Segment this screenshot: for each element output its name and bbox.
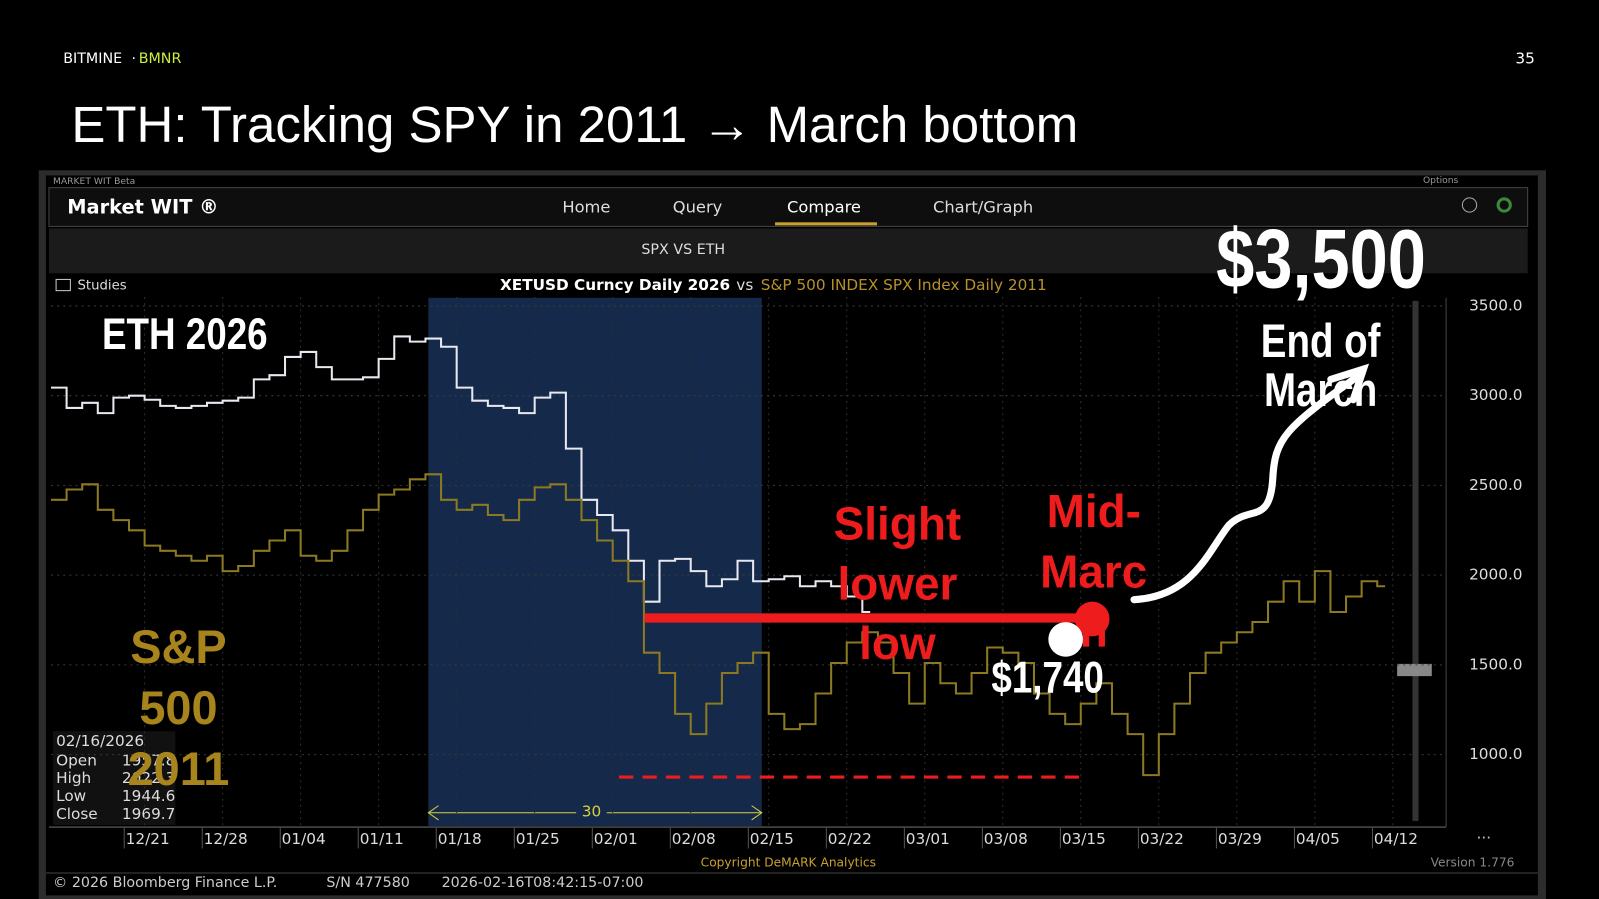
studies[interactable]: Studies: [78, 279, 127, 294]
target-time-text: End of March: [1260, 314, 1381, 417]
x-tick-label: 03/29: [1218, 830, 1262, 848]
mid-march-text: Mid-March: [1040, 485, 1148, 657]
info-value: 1944.6: [122, 787, 175, 805]
y-tick-label: 1500.0: [1469, 655, 1522, 673]
highlight-window: [428, 297, 762, 827]
scrollbar: [1412, 300, 1419, 821]
x-tick-label: 01/18: [438, 830, 482, 848]
separator: ·: [132, 51, 137, 67]
target-price: $3,500: [1183, 216, 1458, 304]
more[interactable]: ···: [1477, 829, 1492, 847]
series-label: S&P 500 2011: [127, 620, 230, 796]
options[interactable]: Options: [1423, 175, 1459, 186]
window: [45, 175, 1538, 896]
page-number: 35: [1515, 50, 1534, 68]
trend-arrow: [1130, 373, 1360, 604]
info-date: 02/16/2026: [56, 732, 144, 750]
studies-icon: [55, 278, 71, 292]
footer: © 2026 Bloomberg Finance L.P.: [53, 875, 277, 891]
x-tick-label: 03/15: [1062, 830, 1106, 848]
y-tick-label: 3500.0: [1469, 296, 1522, 314]
scroll-thumb[interactable]: [1397, 663, 1432, 677]
info-label: Open: [56, 751, 97, 769]
low-price: $1,740: [974, 652, 1122, 703]
x-tick-label: 04/12: [1374, 830, 1418, 848]
x-tick-label: 02/15: [750, 830, 794, 848]
y-tick-label: 2000.0: [1469, 566, 1522, 584]
y-tick-label: 2500.0: [1469, 476, 1522, 494]
version: Version 1.776: [1431, 855, 1515, 869]
x-tick-label: 03/22: [1140, 830, 1184, 848]
info-rows: Open 1957.8 High 2022.3 Low 1944.6 Close 1969.7: [56, 751, 175, 823]
nav-active: [775, 222, 878, 226]
x-tick-label: 01/25: [516, 830, 560, 848]
chart-header: vs: [736, 276, 753, 294]
chart-header: XETUSD Curncy Daily 2026: [500, 276, 730, 294]
footer: 2026-02-16T08:42:15-07:00: [442, 875, 644, 891]
info-value: 1969.7: [122, 805, 175, 823]
info-value: 2022.3: [122, 769, 175, 787]
chart-header: S&P 500 INDEX SPX Index Daily 2011: [761, 276, 1047, 294]
series-label-text: ETH 2026: [101, 308, 268, 359]
footer: S/N 477580: [326, 875, 410, 891]
copyright: Copyright DeMARK Analytics: [701, 855, 876, 869]
x-tick-label: 02/08: [672, 830, 716, 848]
mid-march-dot: [1074, 601, 1110, 637]
arrow-head: [1327, 363, 1370, 404]
x-tick-label: 02/01: [594, 830, 638, 848]
x-tick-label: 03/08: [984, 830, 1028, 848]
info-label: Close: [56, 805, 98, 823]
nav-item[interactable]: Compare: [787, 198, 861, 217]
x-tick-label: 01/04: [282, 830, 326, 848]
window-days: 30: [582, 802, 601, 820]
nav-item[interactable]: Home: [562, 198, 610, 217]
series-line: [50, 473, 1386, 777]
nav-bar: [48, 187, 1529, 227]
nav-item[interactable]: Query: [673, 198, 723, 217]
x-tick-label: 04/05: [1296, 830, 1340, 848]
help-icon[interactable]: [1461, 197, 1478, 213]
y-tick-label: 1000.0: [1469, 745, 1522, 763]
titlebar: MARKET WIT Beta: [53, 176, 135, 187]
x-tick-label: 01/11: [360, 830, 404, 848]
window-arrows: [427, 805, 763, 821]
app-name: Market WIT ®: [67, 196, 218, 219]
x-tick-label: 12/21: [126, 830, 170, 848]
target-price-text: $3,500: [1215, 213, 1426, 306]
mid-march-note: Mid-March: [1030, 482, 1157, 661]
y-tick-label: 3000.0: [1469, 386, 1522, 404]
lower-low-note: Slight lower low: [833, 497, 962, 669]
panel-header: [48, 228, 1528, 274]
ticker: BMNR: [139, 51, 182, 67]
low-price-text: $1,740: [991, 652, 1105, 703]
label-bg: [576, 802, 607, 821]
info-label: Low: [56, 787, 86, 805]
info-box: [53, 731, 176, 826]
info-value: 1957.8: [122, 751, 175, 769]
x-tick-label: 12/28: [204, 830, 248, 848]
info-label: High: [56, 769, 91, 787]
nav-item[interactable]: Chart/Graph: [933, 198, 1033, 217]
settings-icon[interactable]: [1496, 197, 1512, 213]
x-tick-label: 03/01: [906, 830, 950, 848]
plot: 1000.0 1500.0 2000.0 2500.0 3000.0 3500.0 12/2…: [50, 296, 1523, 849]
panel-title: SPX VS ETH: [641, 242, 725, 258]
target-time: End of March: [1173, 316, 1469, 415]
series-label: ETH 2026: [101, 308, 316, 359]
series-line: [50, 335, 871, 614]
brand: BITMINE: [63, 51, 122, 67]
slide-title: ETH: Tracking SPY in 2011 → March bottom: [71, 96, 1078, 153]
x-tick-label: 02/22: [828, 830, 872, 848]
current-dot: [1048, 622, 1084, 657]
